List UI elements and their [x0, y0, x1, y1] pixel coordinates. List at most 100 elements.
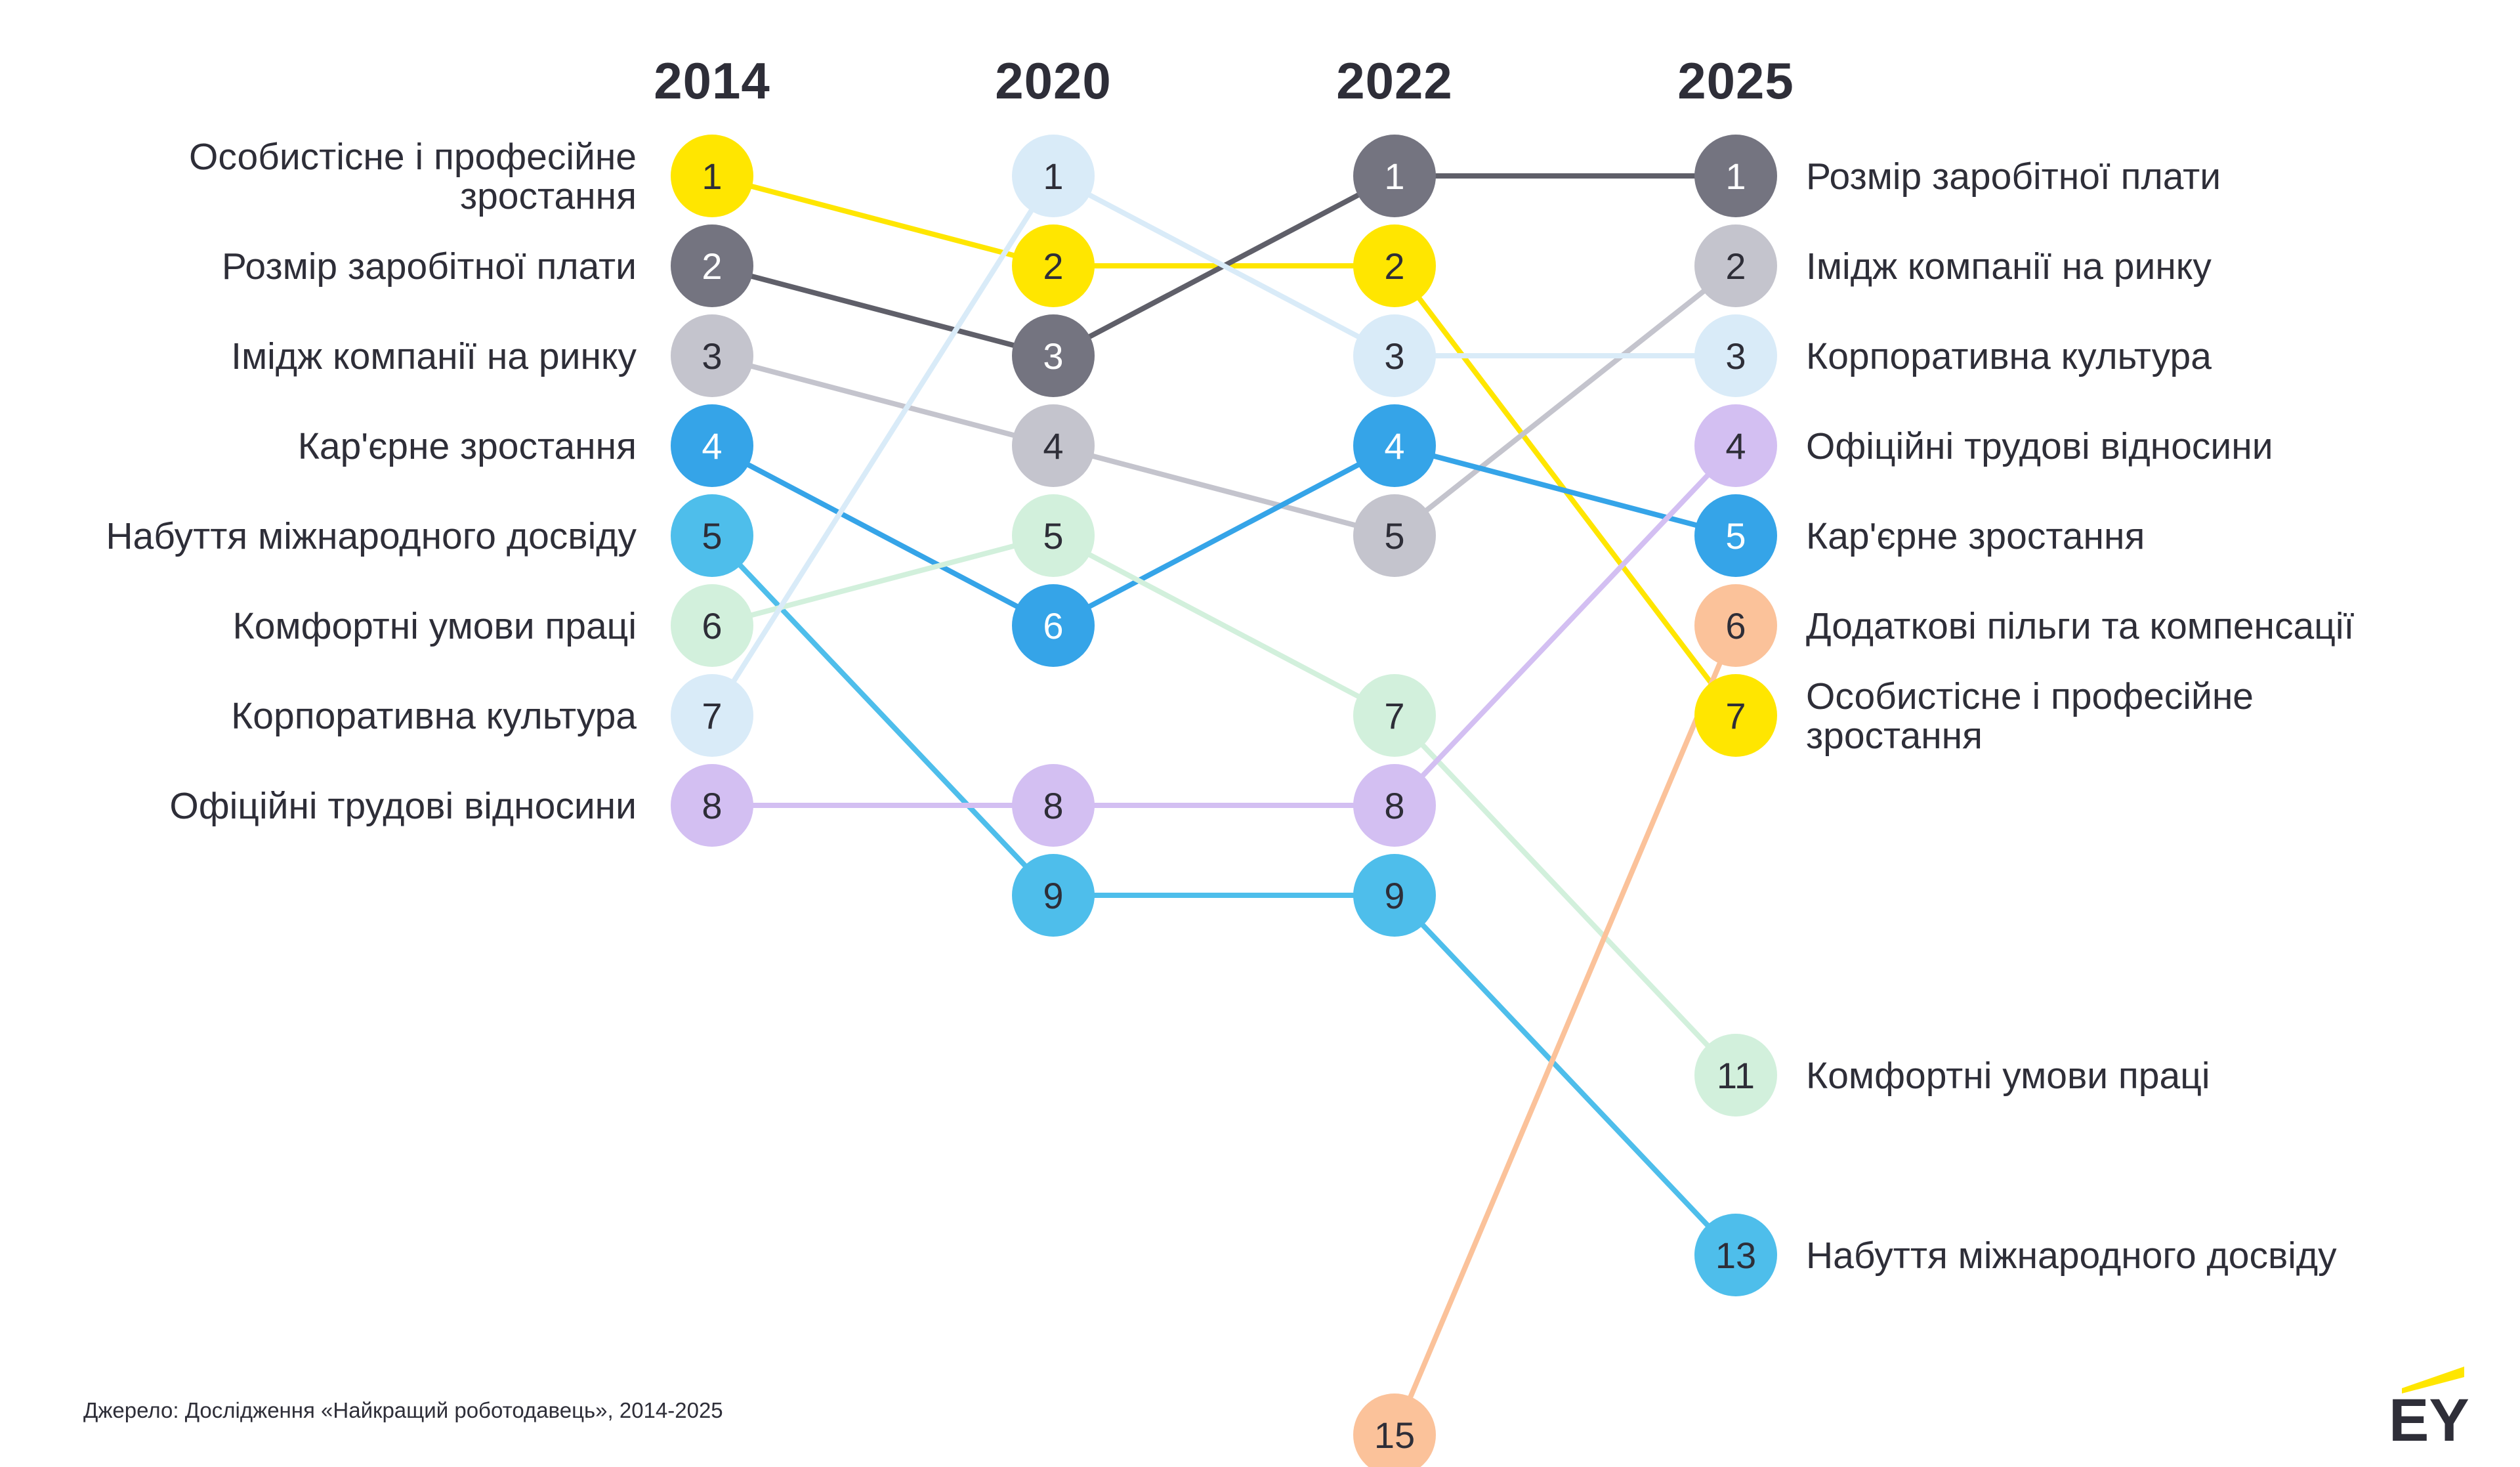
rank-circle — [1353, 1393, 1436, 1467]
right-label-11: Комфортні умови праці — [1806, 1055, 2210, 1097]
rank-marker-salary-2022: 1 — [1353, 135, 1436, 217]
rank-value: 8 — [1043, 785, 1063, 826]
series-line-growth — [711, 173, 1738, 717]
rank-circle — [1353, 674, 1436, 757]
rank-circle — [1694, 224, 1777, 307]
rank-circle — [671, 224, 753, 307]
rank-circle — [1353, 494, 1436, 577]
rank-value: 7 — [702, 695, 722, 736]
rank-marker-comfort-2022: 7 — [1353, 674, 1436, 757]
left-label-3: Імідж компанії на ринку — [231, 335, 637, 377]
rank-marker-culture-2014: 7 — [671, 674, 753, 757]
rank-marker-image-2025: 2 — [1694, 224, 1777, 307]
year-headers: 2014 2020 2022 2025 — [654, 52, 1794, 110]
year-header-2020: 2020 — [995, 52, 1112, 110]
rank-circle — [1353, 314, 1436, 397]
rank-circle — [671, 314, 753, 397]
rank-value: 3 — [1725, 335, 1746, 377]
rank-circle — [1353, 224, 1436, 307]
rank-value: 8 — [1384, 785, 1404, 826]
right-label-1: Розмір заробітної плати — [1806, 156, 2221, 198]
series-line-international — [710, 534, 1738, 1257]
series-line-benefits — [1392, 624, 1738, 1436]
right-label-6: Додаткові пільги та компенсації — [1806, 605, 2355, 647]
rank-marker-comfort-2014: 6 — [671, 584, 753, 667]
rank-value: 2 — [702, 245, 722, 287]
rank-circle — [671, 135, 753, 217]
left-label-5: Набуття міжнародного досвіду — [106, 515, 637, 557]
rank-circle — [1353, 404, 1436, 487]
rank-circle — [1694, 404, 1777, 487]
year-header-2022: 2022 — [1336, 52, 1453, 110]
rank-value: 5 — [702, 515, 722, 557]
rank-marker-salary-2014: 2 — [671, 224, 753, 307]
rank-circle — [1694, 1214, 1777, 1296]
rank-circle — [1012, 854, 1095, 937]
rank-marker-image-2020: 4 — [1012, 404, 1095, 487]
rank-value: 5 — [1384, 515, 1404, 557]
rank-value: 6 — [702, 605, 722, 647]
rank-marker-culture-2022: 3 — [1353, 314, 1436, 397]
rank-circle — [671, 764, 753, 847]
right-label-5: Кар'єрне зростання — [1806, 515, 2145, 557]
rank-value: 1 — [1043, 156, 1063, 197]
rank-value: 6 — [1043, 605, 1063, 647]
rank-value: 4 — [1043, 425, 1063, 467]
rank-value: 2 — [1725, 245, 1746, 287]
rank-marker-image-2022: 5 — [1353, 494, 1436, 577]
left-label-4: Кар'єрне зростання — [298, 425, 637, 467]
rank-value: 4 — [1384, 425, 1404, 467]
rank-value: 4 — [1725, 425, 1746, 467]
rank-marker-growth-2020: 2 — [1012, 224, 1095, 307]
rank-marker-international-2014: 5 — [671, 494, 753, 577]
rank-circle — [1012, 494, 1095, 577]
rank-value: 8 — [702, 785, 722, 826]
rank-circle — [671, 404, 753, 487]
rank-marker-culture-2025: 3 — [1694, 314, 1777, 397]
rank-value: 3 — [702, 335, 722, 377]
rank-circle — [1012, 135, 1095, 217]
rank-marker-official-2025: 4 — [1694, 404, 1777, 487]
rank-circle — [1353, 135, 1436, 217]
rank-marker-comfort-2025: 11 — [1694, 1034, 1777, 1116]
rank-value: 13 — [1715, 1235, 1756, 1276]
rank-marker-image-2014: 3 — [671, 314, 753, 397]
rank-marker-career-2020: 6 — [1012, 584, 1095, 667]
left-label-1: зростання — [460, 175, 637, 217]
rank-marker-salary-2020: 3 — [1012, 314, 1095, 397]
source-note: Джерело: Дослідження «Найкращий роботода… — [83, 1398, 723, 1422]
rank-marker-official-2022: 8 — [1353, 764, 1436, 847]
left-label-7: Корпоративна культура — [231, 695, 637, 737]
right-label-7: зростання — [1806, 715, 1983, 757]
rank-circle — [1012, 224, 1095, 307]
series-line-comfort — [711, 533, 1738, 1077]
ey-logo: EY — [2389, 1367, 2469, 1454]
rank-circle — [1694, 494, 1777, 577]
right-labels: Розмір заробітної плати Імідж компанії на… — [1806, 156, 2355, 1277]
rank-value: 2 — [1384, 245, 1404, 287]
year-header-2025: 2025 — [1677, 52, 1794, 110]
rank-circle — [1012, 314, 1095, 397]
series-line-career — [711, 443, 1737, 628]
rank-value: 1 — [1725, 156, 1746, 197]
rank-value: 1 — [1384, 156, 1404, 197]
ey-logo-beam — [2402, 1367, 2464, 1393]
rank-marker-salary-2025: 1 — [1694, 135, 1777, 217]
rank-circle — [1694, 674, 1777, 757]
rank-marker-international-2025: 13 — [1694, 1214, 1777, 1296]
left-label-1: Особистісне і професійне — [189, 136, 637, 178]
rank-circle — [1012, 764, 1095, 847]
rank-marker-benefits-2022: 15 — [1353, 1393, 1436, 1467]
left-label-6: Комфортні умови праці — [232, 605, 637, 647]
rank-value: 7 — [1725, 695, 1746, 736]
rank-value: 5 — [1725, 515, 1746, 557]
rank-circle — [1012, 404, 1095, 487]
rank-value: 9 — [1043, 875, 1063, 916]
rank-circle — [1694, 135, 1777, 217]
rank-marker-culture-2020: 1 — [1012, 135, 1095, 217]
rank-value: 6 — [1725, 605, 1746, 647]
right-label-7: Особистісне і професійне — [1806, 675, 2254, 717]
